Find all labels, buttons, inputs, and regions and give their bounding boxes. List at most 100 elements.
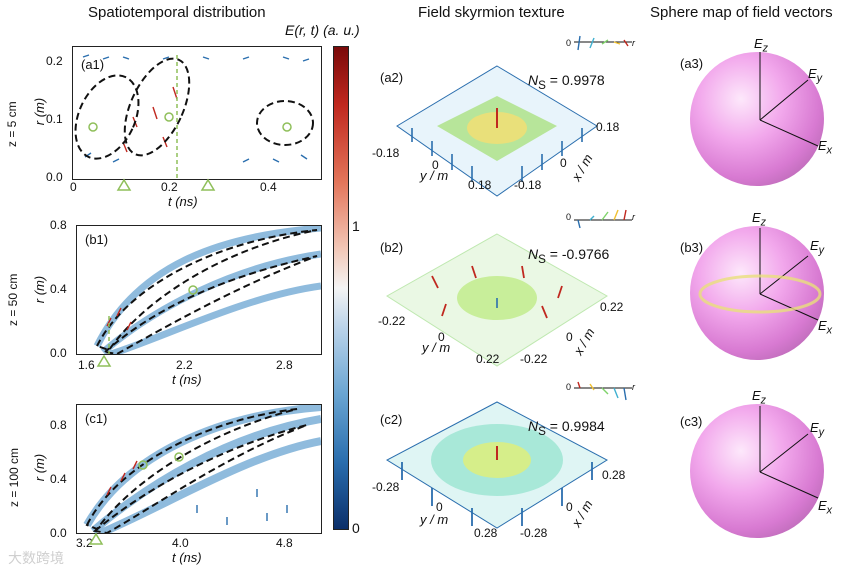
axis-b-ex-e: E xyxy=(818,318,827,333)
axis-c-ey-sub: y xyxy=(818,426,825,439)
ns-b: NS = -0.9766 xyxy=(528,246,609,266)
axis-a-ex: Ex xyxy=(818,138,832,157)
texture-c2 xyxy=(385,401,609,529)
xlabel-a: t (ns) xyxy=(168,194,198,209)
triangles-b xyxy=(96,354,112,367)
panel-c2: (c2) xyxy=(380,412,403,427)
inset-b-r: r xyxy=(632,212,635,222)
sphere-c3-axes xyxy=(759,406,819,499)
ylabel-b: r (m) xyxy=(32,275,48,304)
row-label-a: z = 5 cm xyxy=(5,101,19,147)
watermark: 大数跨境 xyxy=(8,550,64,566)
sphere-a3-axes xyxy=(759,52,819,147)
xtick-a-0: 0 xyxy=(70,180,77,194)
inset-b xyxy=(574,209,632,229)
plot-b1-svg xyxy=(93,226,321,354)
tex-b-ytick-0: -0.22 xyxy=(378,314,406,328)
ytick-b-1: 0.4 xyxy=(50,282,67,296)
axis-c-ey-e: E xyxy=(810,420,819,435)
sphere-b3-axes xyxy=(698,228,822,321)
axis-b-ez-e: E xyxy=(752,210,761,225)
ns-a-label: N xyxy=(528,72,539,88)
ns-c-value: = 0.9984 xyxy=(549,418,605,434)
tex-c-ytick-0: -0.28 xyxy=(372,480,400,494)
sphere-b3 xyxy=(690,226,824,360)
triangles-c xyxy=(88,532,104,545)
axis-a-ex-sub: x xyxy=(826,144,833,157)
axis-c-ez: Ez xyxy=(752,388,766,407)
xlabel-b: t (ns) xyxy=(172,372,202,387)
axis-b-ex: Ex xyxy=(818,318,832,337)
axis-b-ex-sub: x xyxy=(826,324,833,337)
inset-a-zero: 0 xyxy=(566,38,572,48)
colorbar-label-text: E(r, t) (a. u.) xyxy=(285,22,360,38)
xtick-a-2: 0.4 xyxy=(260,180,277,194)
tex-a-xtick-0: -0.18 xyxy=(514,178,542,192)
panel-a2: (a2) xyxy=(380,70,404,85)
panel-a3: (a3) xyxy=(680,56,704,71)
colorbar-max: 1 xyxy=(352,218,360,234)
row-label-b: z = 50 cm xyxy=(6,273,20,326)
axis-c-ex: Ex xyxy=(818,498,832,517)
ns-a-value: = 0.9978 xyxy=(549,72,605,88)
axis-a-ey-e: E xyxy=(808,66,817,81)
ytick-c-2: 0.0 xyxy=(50,526,67,540)
center-a-3 xyxy=(282,122,292,132)
header-spatiotemporal: Spatiotemporal distribution xyxy=(88,4,266,21)
ns-a: NS = 0.9978 xyxy=(528,72,605,92)
ns-a-sub: S xyxy=(538,78,546,92)
ytick-c-0: 0.8 xyxy=(50,418,67,432)
inset-a xyxy=(574,35,632,51)
bands-b xyxy=(93,226,321,354)
axis-a-ez-e: E xyxy=(754,36,763,51)
center-a-2 xyxy=(164,112,174,122)
xlabel-c: t (ns) xyxy=(172,550,202,565)
ytick-a-1: 0.1 xyxy=(46,112,63,126)
xtick-c-0: 3.2 xyxy=(76,536,93,550)
inset-a-r: r xyxy=(632,38,635,48)
row-label-c: z = 100 cm xyxy=(7,447,21,507)
ns-c: NS = 0.9984 xyxy=(528,418,605,438)
arrow-field-a xyxy=(82,54,310,163)
scatter-c xyxy=(196,489,288,525)
tex-b-ytick-1: 0 xyxy=(438,330,445,344)
tex-b-xtick-1: 0 xyxy=(566,330,573,344)
tex-c-xtick-1: 0 xyxy=(566,500,573,514)
center-b xyxy=(188,285,198,295)
loops-b xyxy=(95,229,318,354)
center-c-2 xyxy=(174,452,184,462)
ytick-a-2: 0.0 xyxy=(46,170,63,184)
bands-c xyxy=(83,405,321,533)
ytick-c-1: 0.4 xyxy=(50,472,67,486)
tex-b-xtick-2: 0.22 xyxy=(600,300,624,314)
ns-b-sub: S xyxy=(538,252,546,266)
tex-a-ytick-0: -0.18 xyxy=(372,146,400,160)
xtick-c-2: 4.8 xyxy=(276,536,293,550)
plot-c1-svg xyxy=(83,405,321,533)
ns-c-sub: S xyxy=(538,424,546,438)
inset-c-zero: 0 xyxy=(566,382,572,392)
panel-b1: (b1) xyxy=(85,232,109,247)
tex-a-ylab: y / m xyxy=(420,168,449,183)
ytick-b-2: 0.0 xyxy=(50,346,67,360)
axis-a-ez: Ez xyxy=(754,36,768,55)
inset-b-zero: 0 xyxy=(566,212,572,222)
axis-a-ex-e: E xyxy=(818,138,827,153)
plot-b1: (b1) xyxy=(76,225,322,355)
texture-b2 xyxy=(386,233,608,367)
tex-a-ytick-2: 0.18 xyxy=(468,178,492,192)
axis-a-ez-sub: z xyxy=(762,42,769,55)
panel-c3: (c3) xyxy=(680,414,703,429)
inset-c-r: r xyxy=(632,382,635,392)
plot-a1-svg xyxy=(74,54,314,179)
tex-b-ytick-2: 0.22 xyxy=(476,352,500,366)
tex-b-xtick-0: -0.22 xyxy=(520,352,548,366)
tex-a-ytick-1: 0 xyxy=(432,158,439,172)
header-skyrmion: Field skyrmion texture xyxy=(418,4,565,21)
xtick-b-0: 1.6 xyxy=(78,358,95,372)
xtick-b-2: 2.8 xyxy=(276,358,293,372)
tex-c-xtick-0: -0.28 xyxy=(520,526,548,540)
red-field-a xyxy=(122,86,178,153)
axis-a-ey-sub: y xyxy=(816,72,823,85)
panel-a1: (a1) xyxy=(81,57,105,72)
